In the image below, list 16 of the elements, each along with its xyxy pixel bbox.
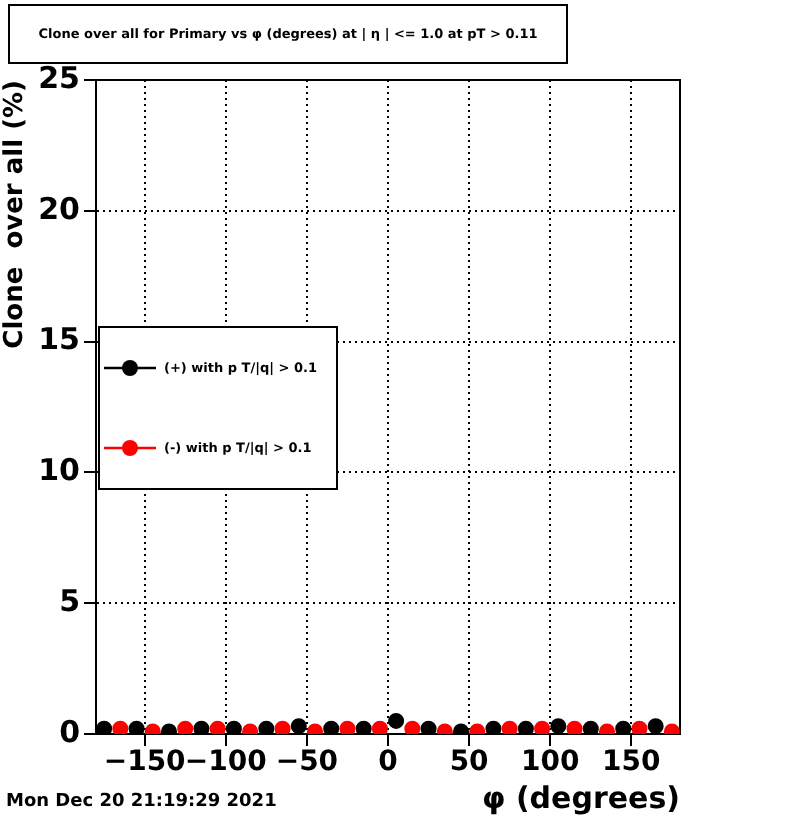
y-tick-label: 0 <box>59 713 80 750</box>
y-axis-title: Clone over all (%) <box>0 80 31 349</box>
y-tick-label: 10 <box>38 452 80 489</box>
text: Mon Dec 20 21:19:29 2021 <box>6 792 277 812</box>
x-tick-label: 100 <box>520 746 580 779</box>
y-tick-label: 5 <box>59 582 80 619</box>
y-tick-label: 15 <box>38 321 80 358</box>
x-tick-label: 50 <box>449 746 490 779</box>
x-axis-title: φ (degrees) <box>482 779 680 816</box>
x-tick-label: −100 <box>184 746 268 779</box>
x-tick-label: −150 <box>103 746 187 779</box>
y-tick-label: 25 <box>38 59 80 96</box>
x-tick-label: −50 <box>275 746 339 779</box>
x-tick-label: 0 <box>378 746 399 779</box>
x-tick-label: 150 <box>602 746 662 779</box>
y-tick-label: 20 <box>38 190 80 227</box>
